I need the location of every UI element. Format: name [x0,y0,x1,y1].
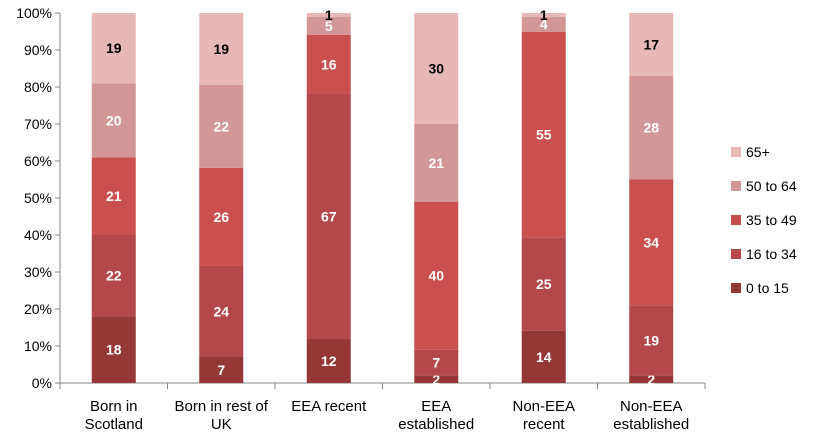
bar-segment [521,330,566,383]
bar-segment [199,265,244,357]
legend-swatch [731,181,741,191]
legend-swatch [731,147,741,157]
bar-segment [91,316,136,383]
data-label: 1 [325,7,333,23]
data-label: 2 [432,371,440,387]
bar-segment [521,237,566,331]
bar-segment [306,339,351,383]
bar-segment [521,16,566,32]
bar-segment [629,75,674,180]
legend-label: 0 to 15 [746,280,789,296]
y-tick-label: 30% [24,264,52,280]
data-label: 2 [647,371,655,387]
data-label: 21 [106,188,122,204]
x-tick-label: UK [211,416,232,433]
x-tick-label: Scotland [85,416,143,433]
x-tick-label: established [398,416,474,433]
bar-segment [91,13,136,84]
x-tick-label: established [613,416,689,433]
x-tick-label: recent [523,416,566,433]
bar-segment [199,84,244,168]
bar-segment [91,83,136,158]
data-label: 5 [325,18,333,34]
legend-swatch [731,249,741,259]
legend-swatch [731,215,741,225]
y-tick-label: 50% [24,190,52,206]
axes: 0% 10% 20% 30% 40% 50% 60% 70% 80% 90% 100% Born in… [16,5,706,433]
bar-segment [629,375,674,383]
x-tick-label: Non-EEA [512,398,575,415]
data-label: 21 [428,155,444,171]
y-tick-label: 20% [24,301,52,317]
bars: 1822212019724262219126716512740213014255… [91,7,674,387]
legend-label: 35 to 49 [746,212,797,228]
data-label: 26 [213,209,229,225]
bar-segment [306,13,351,17]
bar-segment [306,16,351,35]
legend-label: 65+ [746,144,770,160]
legend-label: 50 to 64 [746,178,797,194]
data-label: 30 [428,61,444,77]
x-tick-label: Non-EEA [620,398,683,415]
data-label: 25 [536,276,552,292]
bar-segment [414,124,459,202]
data-label: 67 [321,208,337,224]
data-label: 4 [540,16,548,32]
data-label: 1 [540,7,548,23]
data-label: 12 [321,353,337,369]
data-label: 19 [643,332,659,348]
data-label: 19 [106,40,122,56]
bar-segment [306,93,351,340]
y-tick-label: 0% [32,375,52,391]
bar-segment [199,356,244,383]
data-label: 18 [106,342,122,358]
bar-segment [629,179,674,306]
y-tick-label: 100% [16,5,52,21]
bar-segment [91,157,136,235]
y-tick-label: 10% [24,338,52,354]
x-tick-label: EEA [421,398,451,415]
x-tick-label: EEA recent [291,398,367,415]
data-label: 19 [213,41,229,57]
data-label: 40 [428,268,444,284]
data-label: 7 [217,362,225,378]
legend-label: 16 to 34 [746,246,797,262]
y-tick-label: 40% [24,227,52,243]
bar-segment [629,305,674,376]
data-label: 24 [213,303,229,319]
y-tick-label: 70% [24,116,52,132]
legend: 65+ 50 to 64 35 to 49 16 to 34 0 to 15 [731,144,797,296]
bar-segment [414,375,459,383]
data-label: 7 [432,355,440,371]
y-tick-label: 90% [24,42,52,58]
data-label: 17 [643,36,659,52]
bar-segment [521,13,566,17]
data-label: 55 [536,126,552,142]
data-label: 22 [213,118,229,134]
bar-segment [306,34,351,94]
data-label: 22 [106,268,122,284]
y-tick-label: 60% [24,153,52,169]
data-label: 28 [643,120,659,136]
data-label: 20 [106,112,122,128]
bar-segment [199,167,244,266]
bar-segment [414,13,459,124]
bar-segment [414,201,459,350]
y-tick-label: 80% [24,79,52,95]
data-label: 16 [321,56,337,72]
legend-swatch [731,283,741,293]
bar-segment [521,31,566,238]
data-label: 34 [643,234,659,250]
x-tick-label: Born in rest of [175,398,269,415]
bar-segment [91,235,136,317]
bar-segment [199,13,244,85]
data-label: 14 [536,349,552,365]
x-tick-label: Born in [90,398,138,415]
bar-segment [414,349,459,376]
bar-segment [629,13,674,76]
